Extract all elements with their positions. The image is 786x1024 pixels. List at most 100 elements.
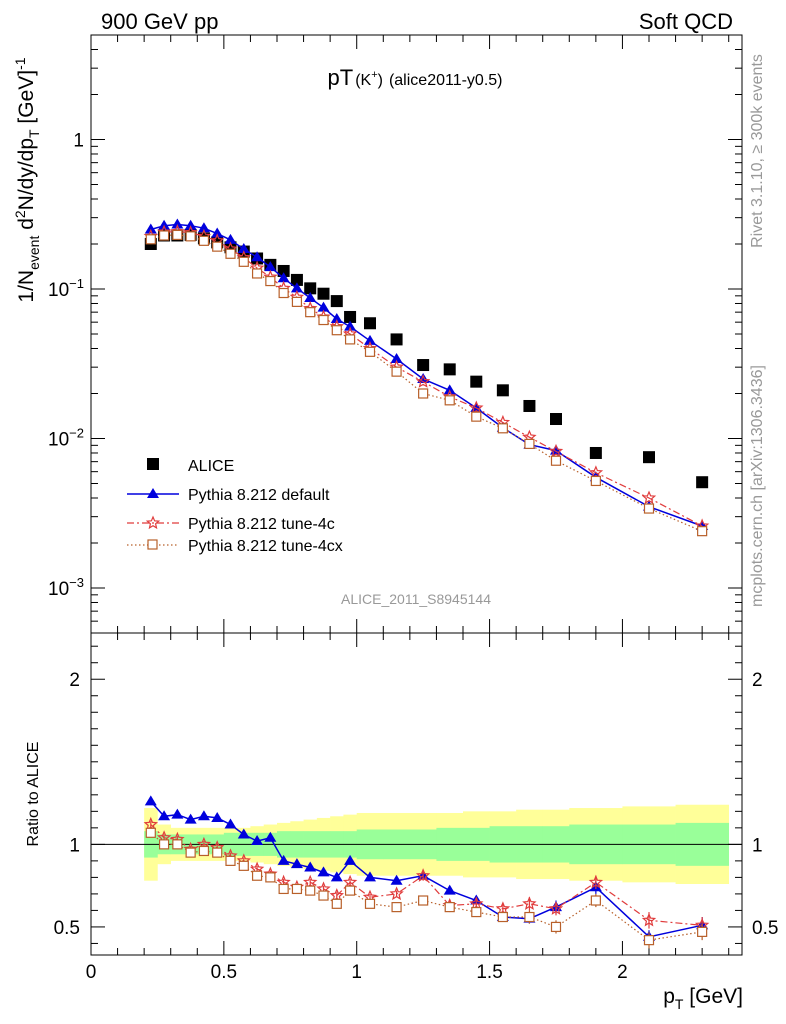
main-series <box>143 218 710 537</box>
ratio-point-default <box>443 884 456 895</box>
data-point-default <box>390 353 403 364</box>
data-point-tune-4cx <box>291 296 303 307</box>
data-point-tune-4cx <box>212 241 223 252</box>
data-point-default <box>344 320 357 331</box>
ratio-point-tune-4cx <box>643 935 655 946</box>
data-point-default <box>171 218 184 229</box>
data-point-tune-4cx <box>643 503 655 514</box>
data-point-alice <box>523 399 536 412</box>
ratio-point-tune-4cx <box>418 895 429 906</box>
ratio-y-tick-label-right: 1 <box>752 835 763 856</box>
x-tick-label: 1.5 <box>476 962 502 983</box>
data-point-default <box>304 292 317 303</box>
ratio-point-tune-4c <box>469 896 484 910</box>
ratio-point-tune-4cx <box>524 911 535 923</box>
ratio-point-tune-4cx <box>471 906 482 918</box>
ratio-point-default <box>330 871 343 882</box>
ratio-point-default <box>364 871 376 882</box>
title-tag: (alice2011-y0.5) <box>389 72 503 89</box>
main-panel: pT (K+) (alice2011-y0.5) ALICE_2011_S89451… <box>12 34 743 634</box>
data-point-tune-4cx <box>158 230 170 241</box>
legend-entry-tune-4c: Pythia 8.212 tune-4c <box>127 515 335 533</box>
ratio-point-default <box>211 811 224 822</box>
ratio-y-tick-label-right: 2 <box>752 670 763 691</box>
data-point-alice <box>589 446 602 459</box>
main-y-tick-label: 10−1 <box>48 276 84 301</box>
data-point-tune-4cx <box>305 307 316 318</box>
data-point-tune-4cx <box>265 275 276 287</box>
ratio-point-tune-4cx <box>185 847 196 858</box>
data-point-tune-4cx <box>238 256 249 267</box>
ratio-point-tune-4cx <box>444 902 455 913</box>
data-point-default <box>158 219 171 230</box>
data-point-tune-4cx <box>145 234 156 245</box>
ratio-point-tune-4cx <box>278 883 289 895</box>
ratio-point-tune-4c <box>143 816 158 831</box>
legend-entry-default: Pythia 8.212 default <box>127 487 330 504</box>
main-y-axis-label: 1/Nevent d2N/dy/dpT [GeV]-1 <box>12 57 42 302</box>
ratio-point-tune-4cx <box>331 898 342 909</box>
data-point-default <box>184 219 197 230</box>
data-point-default <box>224 233 237 244</box>
ratio-point-tune-4cx <box>364 898 376 909</box>
data-point-tune-4cx <box>391 366 402 377</box>
mcplots-reference-label: mcplots.cern.ch [arXiv:1306.3436] <box>749 365 766 607</box>
data-point-tune-4cx <box>172 229 183 241</box>
ratio-point-tune-4c <box>522 896 537 910</box>
ratio-point-default <box>197 810 210 821</box>
legend-label-alice: ALICE <box>188 458 234 475</box>
series-default <box>144 218 709 530</box>
x-tick-label: 1 <box>351 962 362 983</box>
legend-marker-tune-4cx <box>147 539 158 550</box>
legend-marker-tune-4c <box>145 515 161 530</box>
data-point-alice <box>470 375 483 388</box>
ratio-point-tune-4cx <box>291 883 303 895</box>
x-tick-label: 2 <box>617 962 628 983</box>
ratio-point-default <box>237 828 250 839</box>
ratio-point-default <box>251 835 264 846</box>
data-point-tune-4cx <box>444 395 455 406</box>
ratio-point-default <box>390 874 403 885</box>
legend: ALICE Pythia 8.212 default Pythia 8.212 … <box>127 458 343 555</box>
main-y-tick-label: 10−2 <box>48 425 84 450</box>
legend-marker-default <box>147 488 159 498</box>
data-point-alice <box>364 317 376 330</box>
legend-entry-tune-4cx: Pythia 8.212 tune-4cx <box>127 538 343 555</box>
data-point-default <box>197 222 210 233</box>
ratio-point-tune-4cx <box>145 827 156 838</box>
data-point-default <box>317 301 330 312</box>
ratio-point-tune-4cx <box>158 839 170 850</box>
data-point-alice <box>550 413 562 426</box>
x-tick-label: 0 <box>86 962 97 983</box>
ratio-point-tune-4cx <box>198 845 210 857</box>
data-point-tune-4c <box>588 465 604 479</box>
ratio-point-tune-4c <box>342 874 358 889</box>
analysis-watermark: ALICE_2011_S8945144 <box>341 591 491 607</box>
data-point-tune-4cx <box>225 248 236 259</box>
ratio-point-tune-4cx <box>251 870 263 881</box>
ratio-point-tune-4cx <box>590 895 601 906</box>
data-point-tune-4cx <box>418 388 429 399</box>
ratio-point-tune-4c <box>548 901 564 915</box>
data-point-tune-4cx <box>344 334 356 345</box>
data-point-tune-4cx <box>251 268 263 279</box>
data-point-tune-4cx <box>278 287 289 299</box>
data-point-tune-4c <box>469 400 484 415</box>
data-point-alice <box>330 295 343 308</box>
data-point-default <box>290 282 303 293</box>
ratio-point-tune-4c <box>641 912 657 927</box>
data-point-tune-4c <box>641 490 657 505</box>
ratio-point-tune-4c <box>495 901 511 915</box>
ratio-y-tick-label-left: 2 <box>69 670 80 691</box>
data-point-alice <box>643 451 655 464</box>
legend-entry-alice: ALICE <box>147 458 234 475</box>
data-point-default <box>330 312 343 323</box>
plot-title: pT (K+) (alice2011-y0.5) <box>328 65 503 90</box>
ratio-point-tune-4cx <box>391 902 402 913</box>
legend-marker-alice <box>147 458 159 470</box>
ratio-point-tune-4cx <box>172 839 183 850</box>
ratio-point-tune-4c <box>588 874 604 889</box>
ratio-point-tune-4cx <box>318 890 329 901</box>
ratio-y-tick-label-left: 1 <box>69 835 80 856</box>
ratio-point-default <box>144 795 157 806</box>
